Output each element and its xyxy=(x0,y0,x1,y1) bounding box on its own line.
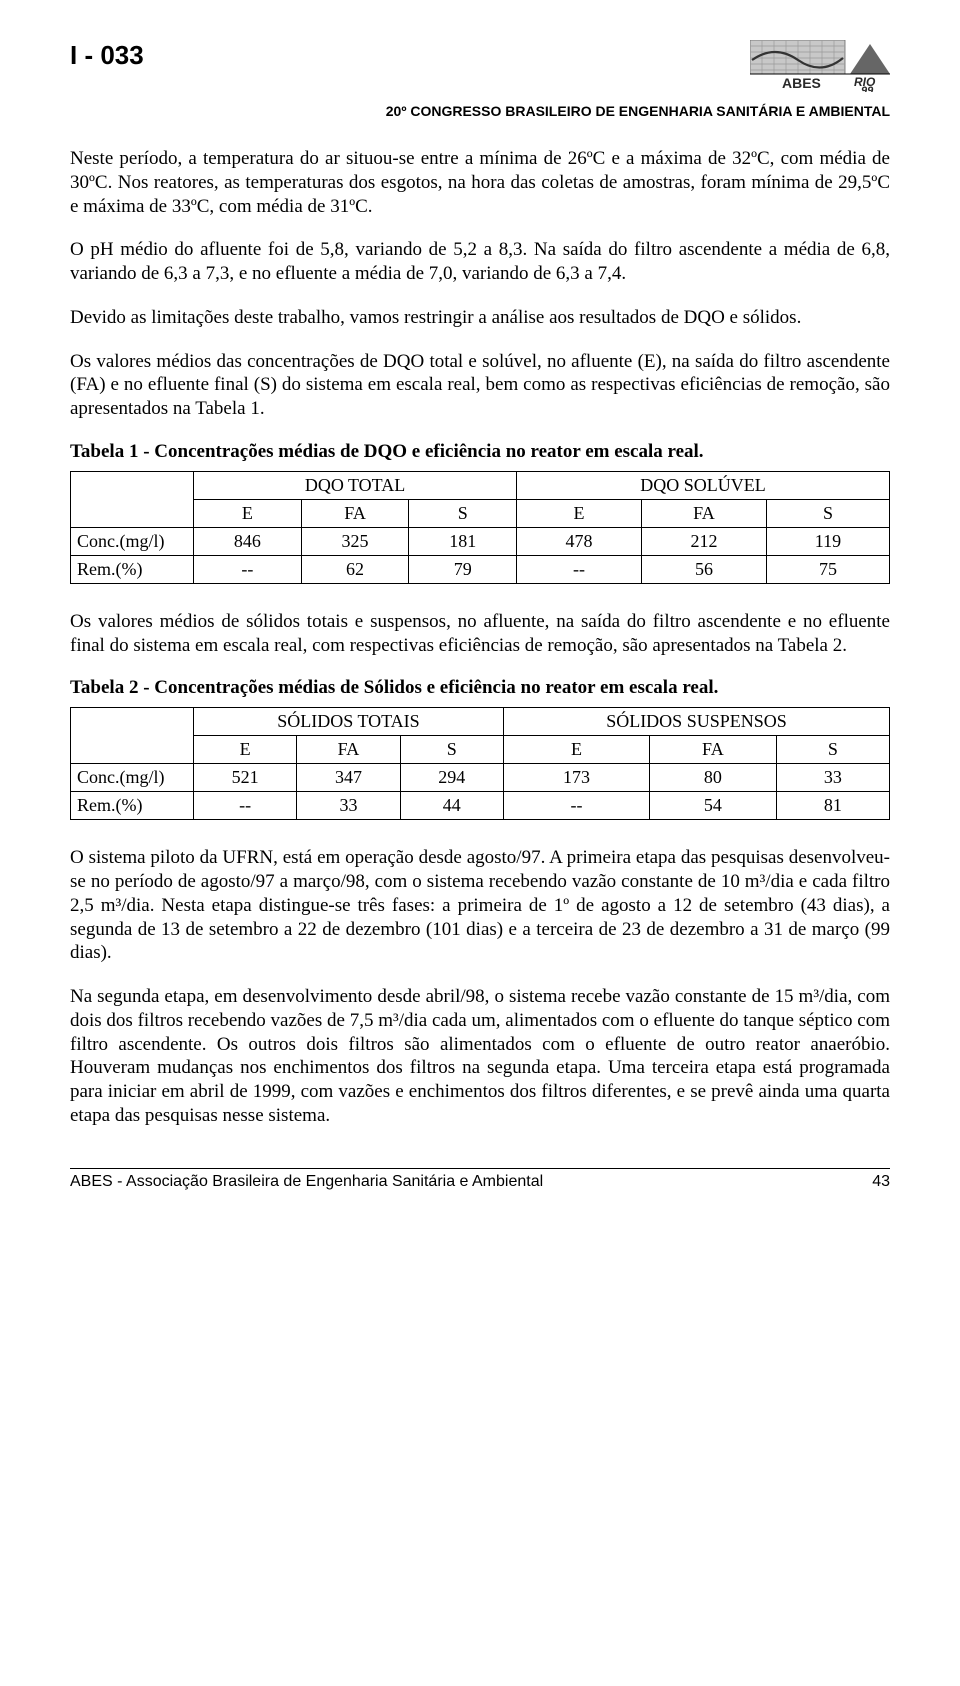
table2-cell: -- xyxy=(503,792,649,820)
table2-sub-row: E FA S E FA S xyxy=(71,736,890,764)
table1-blank-header xyxy=(71,471,194,527)
table2-cell: 80 xyxy=(650,764,777,792)
table1-cell: 478 xyxy=(517,527,642,555)
table2-sub-4: FA xyxy=(650,736,777,764)
table2-sub-2: S xyxy=(400,736,503,764)
table2-cell: 33 xyxy=(297,792,400,820)
table2-cell: 81 xyxy=(776,792,889,820)
table2-cell: 347 xyxy=(297,764,400,792)
table2-cell: 44 xyxy=(400,792,503,820)
table2-group-1: SÓLIDOS SUSPENSOS xyxy=(503,708,889,736)
table1-rowlabel-0: Conc.(mg/l) xyxy=(71,527,194,555)
table2-cell: -- xyxy=(194,792,297,820)
table1-rowlabel-1: Rem.(%) xyxy=(71,555,194,583)
table1-cell: 56 xyxy=(642,555,767,583)
paragraph-3: Devido as limitações deste trabalho, vam… xyxy=(70,306,890,330)
table2: SÓLIDOS TOTAIS SÓLIDOS SUSPENSOS E FA S … xyxy=(70,707,890,820)
table1-cell: 846 xyxy=(194,527,302,555)
table1-cell: 119 xyxy=(766,527,889,555)
abes-rio-logo-icon: ABES RIO 99 xyxy=(750,40,890,92)
svg-text:99: 99 xyxy=(861,85,874,92)
table2-cell: 173 xyxy=(503,764,649,792)
table1-sub-3: E xyxy=(517,499,642,527)
table1-sub-5: S xyxy=(766,499,889,527)
table2-blank-header xyxy=(71,708,194,764)
table2-rowlabel-0: Conc.(mg/l) xyxy=(71,764,194,792)
table2-row-1: Rem.(%) -- 33 44 -- 54 81 xyxy=(71,792,890,820)
table2-sub-0: E xyxy=(194,736,297,764)
table1-sub-2: S xyxy=(409,499,517,527)
paragraph-7: Na segunda etapa, em desenvolvimento des… xyxy=(70,985,890,1128)
paragraph-2: O pH médio do afluente foi de 5,8, varia… xyxy=(70,238,890,286)
congress-line: 20º CONGRESSO BRASILEIRO DE ENGENHARIA S… xyxy=(70,103,890,119)
table2-group-row: SÓLIDOS TOTAIS SÓLIDOS SUSPENSOS xyxy=(71,708,890,736)
table1-cell: -- xyxy=(517,555,642,583)
paragraph-4: Os valores médios das concentrações de D… xyxy=(70,350,890,421)
footer-left: ABES - Associação Brasileira de Engenhar… xyxy=(70,1173,543,1191)
table1-sub-4: FA xyxy=(642,499,767,527)
paragraph-1: Neste período, a temperatura do ar situo… xyxy=(70,147,890,218)
document-code: I - 033 xyxy=(70,40,144,71)
svg-text:ABES: ABES xyxy=(782,75,821,91)
table2-title: Tabela 2 - Concentrações médias de Sólid… xyxy=(70,677,890,699)
table2-sub-3: E xyxy=(503,736,649,764)
logo-box: ABES RIO 99 xyxy=(750,40,890,97)
table1-group-row: DQO TOTAL DQO SOLÚVEL xyxy=(71,471,890,499)
paragraph-5: Os valores médios de sólidos totais e su… xyxy=(70,610,890,658)
table1-cell: 325 xyxy=(301,527,409,555)
table1-cell: 75 xyxy=(766,555,889,583)
table1-title: Tabela 1 - Concentrações médias de DQO e… xyxy=(70,441,890,463)
table2-row-0: Conc.(mg/l) 521 347 294 173 80 33 xyxy=(71,764,890,792)
table2-group-0: SÓLIDOS TOTAIS xyxy=(194,708,504,736)
header-row: I - 033 ABES RIO 99 xyxy=(70,40,890,97)
table1-cell: -- xyxy=(194,555,302,583)
page: I - 033 ABES RIO 99 xyxy=(0,0,960,1221)
table2-cell: 521 xyxy=(194,764,297,792)
table2-sub-5: S xyxy=(776,736,889,764)
paragraph-6: O sistema piloto da UFRN, está em operaç… xyxy=(70,846,890,965)
table2-cell: 33 xyxy=(776,764,889,792)
table2-cell: 294 xyxy=(400,764,503,792)
table1-cell: 212 xyxy=(642,527,767,555)
table1-cell: 62 xyxy=(301,555,409,583)
table1-cell: 181 xyxy=(409,527,517,555)
table2-rowlabel-1: Rem.(%) xyxy=(71,792,194,820)
table1-row-0: Conc.(mg/l) 846 325 181 478 212 119 xyxy=(71,527,890,555)
table1-cell: 79 xyxy=(409,555,517,583)
table1-group-0: DQO TOTAL xyxy=(194,471,517,499)
table1-sub-1: FA xyxy=(301,499,409,527)
footer-page-number: 43 xyxy=(872,1173,890,1191)
table2-cell: 54 xyxy=(650,792,777,820)
table1-row-1: Rem.(%) -- 62 79 -- 56 75 xyxy=(71,555,890,583)
table1-sub-row: E FA S E FA S xyxy=(71,499,890,527)
table1: DQO TOTAL DQO SOLÚVEL E FA S E FA S Conc… xyxy=(70,471,890,584)
footer: ABES - Associação Brasileira de Engenhar… xyxy=(70,1168,890,1191)
table2-sub-1: FA xyxy=(297,736,400,764)
table1-sub-0: E xyxy=(194,499,302,527)
table1-group-1: DQO SOLÚVEL xyxy=(517,471,890,499)
